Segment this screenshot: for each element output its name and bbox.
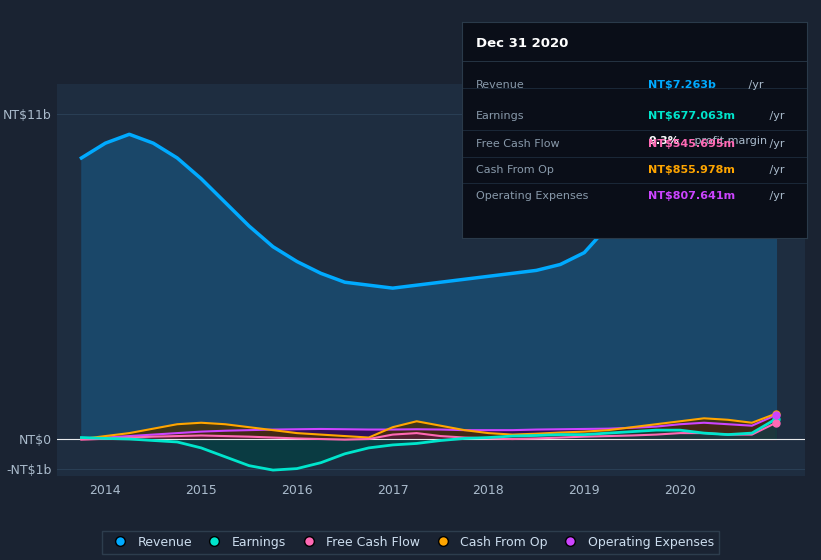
- Text: /yr: /yr: [766, 139, 785, 149]
- Text: NT$855.978m: NT$855.978m: [649, 165, 736, 175]
- Legend: Revenue, Earnings, Free Cash Flow, Cash From Op, Operating Expenses: Revenue, Earnings, Free Cash Flow, Cash …: [103, 531, 718, 554]
- Text: /yr: /yr: [766, 191, 785, 201]
- Text: profit margin: profit margin: [691, 136, 768, 146]
- Text: NT$545.695m: NT$545.695m: [649, 139, 736, 149]
- Text: NT$807.641m: NT$807.641m: [649, 191, 736, 201]
- Text: Operating Expenses: Operating Expenses: [476, 191, 589, 201]
- Text: NT$677.063m: NT$677.063m: [649, 111, 736, 121]
- Text: Free Cash Flow: Free Cash Flow: [476, 139, 560, 149]
- Text: 9.3%: 9.3%: [649, 136, 679, 146]
- Text: /yr: /yr: [745, 80, 764, 90]
- Text: Earnings: Earnings: [476, 111, 525, 121]
- Text: Cash From Op: Cash From Op: [476, 165, 554, 175]
- Text: NT$7.263b: NT$7.263b: [649, 80, 716, 90]
- Text: Dec 31 2020: Dec 31 2020: [476, 38, 568, 50]
- Text: Revenue: Revenue: [476, 80, 525, 90]
- Text: /yr: /yr: [766, 165, 785, 175]
- Text: /yr: /yr: [766, 111, 785, 121]
